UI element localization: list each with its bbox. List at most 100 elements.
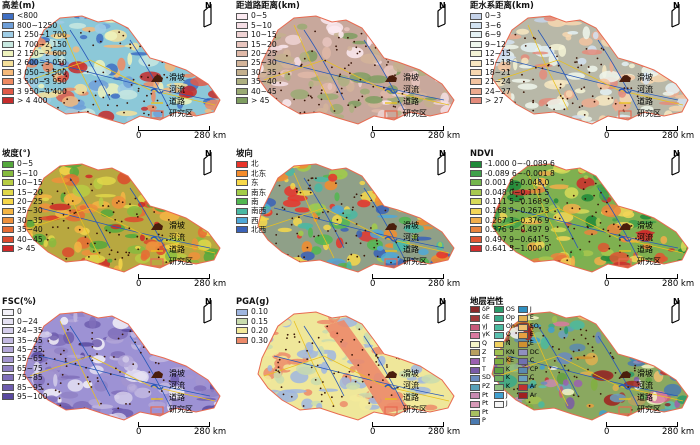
legend-item: 0.497 9~0.641 5 bbox=[470, 235, 555, 244]
legend-item: Pt bbox=[470, 400, 491, 409]
legend-label: 45~55 bbox=[17, 345, 43, 355]
key-study-area-label: 研究区 bbox=[169, 405, 193, 414]
legend-pga: PGA(g) 0.10 0.15 0.20 0.30 bbox=[236, 296, 270, 345]
legend-swatch bbox=[470, 188, 482, 196]
map-key: 滑坡 河流 道路 研究区 bbox=[150, 72, 193, 120]
legend-item: 0.267 3~0.376 9 bbox=[470, 216, 555, 225]
legend-item: T bbox=[470, 366, 491, 375]
key-study-area: 研究区 bbox=[150, 256, 193, 268]
road-line-icon bbox=[150, 98, 164, 107]
scale-bar: 0 280 km bbox=[601, 118, 696, 144]
legend-item: Q bbox=[470, 340, 491, 349]
key-road: 道路 bbox=[150, 96, 193, 108]
legend-item: E bbox=[517, 331, 539, 340]
legend-item: Op bbox=[493, 314, 515, 323]
legend-swatch bbox=[2, 346, 14, 354]
legend-item: γK bbox=[470, 331, 491, 340]
legend-title: PGA(g) bbox=[236, 296, 270, 306]
legend-item: C bbox=[517, 357, 539, 366]
legend-swatch bbox=[517, 332, 528, 340]
legend-item: EO bbox=[517, 323, 539, 332]
legend-item: -1.000 0~-0.089 6 bbox=[470, 159, 555, 168]
north-arrow-icon: N bbox=[669, 1, 685, 28]
legend-swatch bbox=[470, 59, 482, 67]
map-aspect bbox=[257, 163, 455, 273]
road-line-icon bbox=[384, 98, 398, 107]
legend-swatch bbox=[236, 198, 248, 206]
legend-swatch bbox=[236, 12, 248, 20]
key-road: 道路 bbox=[384, 244, 427, 256]
legend-item: 21~24 bbox=[470, 77, 534, 86]
key-road-label: 道路 bbox=[403, 97, 419, 106]
legend-item: K bbox=[493, 365, 515, 375]
legend-swatch bbox=[2, 355, 14, 363]
legend-label: T bbox=[482, 357, 486, 365]
legend-label: 南东 bbox=[251, 187, 267, 197]
scale-end-label: 280 km bbox=[662, 279, 695, 289]
map-panel-aspect: 坡向北北东东南东南南西西北西 N 滑坡 河流 道路 研究区 0 280 km bbox=[234, 148, 465, 294]
scale-bar-line bbox=[606, 422, 678, 427]
legend-swatch bbox=[470, 357, 480, 365]
key-study-area-label: 研究区 bbox=[403, 405, 427, 414]
legend-label: 0.267 3~0.376 9 bbox=[485, 215, 550, 225]
legend-label: 40~45 bbox=[17, 234, 43, 244]
key-road: 道路 bbox=[384, 392, 427, 404]
legend-fsc: FSC(%) 0 0~24 24~35 35~45 45~55 55~65 65~75 75~8… bbox=[2, 296, 48, 401]
legend-label: K bbox=[505, 365, 510, 373]
legend-label: 0 bbox=[17, 307, 22, 317]
key-landslide-label: 滑坡 bbox=[637, 221, 653, 230]
legend-item: 35~40 bbox=[2, 225, 43, 234]
legend-swatch bbox=[2, 40, 14, 48]
legend-label: 30~35 bbox=[17, 215, 43, 225]
legend-swatch bbox=[236, 69, 248, 77]
scale-bar-line bbox=[606, 126, 678, 131]
key-road: 道路 bbox=[618, 244, 661, 256]
legend-item: > 45 bbox=[2, 244, 43, 253]
legend-swatch bbox=[2, 198, 14, 206]
key-study-area-label: 研究区 bbox=[169, 109, 193, 118]
legend-label: 南 bbox=[251, 197, 259, 207]
north-label: N bbox=[205, 1, 212, 10]
legend-label: 35~40 bbox=[17, 225, 43, 235]
legend-label: Ar bbox=[529, 391, 537, 399]
scale-start-label: 0 bbox=[604, 279, 610, 289]
north-label: N bbox=[673, 297, 680, 306]
river-line-icon bbox=[150, 86, 164, 95]
river-line-icon bbox=[384, 382, 398, 391]
scale-bar-line bbox=[372, 126, 444, 131]
key-river: 河流 bbox=[150, 380, 193, 392]
legend-label: DC bbox=[529, 348, 540, 356]
legend-label: > 45 bbox=[251, 96, 270, 106]
legend-item: KE bbox=[493, 357, 515, 366]
key-river: 河流 bbox=[150, 84, 193, 96]
legend-swatch bbox=[236, 179, 248, 187]
legend-swatch bbox=[493, 349, 504, 357]
legend-label: C bbox=[529, 357, 535, 365]
legend-item: K bbox=[493, 374, 515, 383]
scale-end-label: 280 km bbox=[662, 131, 695, 141]
scale-bar: 0 280 km bbox=[367, 266, 462, 292]
legend-swatch bbox=[470, 366, 480, 374]
legend-label: 65~75 bbox=[17, 363, 43, 373]
map-panel-lithology: 地层岩性 δP δE γJ γK Q Z T T SD PZ Pt Pt Pt P OS Op Oh O N KN KE K… bbox=[468, 296, 699, 442]
map-key: 滑坡 河流 道路 研究区 bbox=[384, 368, 427, 416]
legend-swatch bbox=[2, 87, 14, 95]
map-panel-slope: 坡度(°) 0~5 5~10 10~15 15~20 20~25 25~30 30~35 35~… bbox=[0, 148, 231, 294]
legend-item: E bbox=[517, 314, 539, 323]
landslide-icon bbox=[618, 222, 632, 231]
legend-item: Pt bbox=[470, 409, 491, 418]
legend-lithology: 地层岩性 δP δE γJ γK Q Z T T SD PZ Pt Pt Pt P OS Op Oh O N KN KE K… bbox=[470, 297, 542, 426]
legend-item: 北西 bbox=[236, 225, 266, 234]
legend-label: 6~9 bbox=[485, 30, 502, 40]
north-label: N bbox=[205, 297, 212, 306]
legend-title: NDVI bbox=[470, 148, 494, 158]
key-landslide-label: 滑坡 bbox=[403, 221, 419, 230]
legend-swatch bbox=[470, 170, 482, 178]
legend-label: 20~25 bbox=[251, 49, 277, 59]
legend-swatch bbox=[493, 383, 504, 391]
legend-item: 15~20 bbox=[2, 188, 43, 197]
scale-start-label: 0 bbox=[370, 427, 376, 437]
legend-title: 地层岩性 bbox=[470, 296, 504, 306]
legend-swatch bbox=[236, 226, 248, 234]
legend-swatch bbox=[493, 357, 504, 365]
